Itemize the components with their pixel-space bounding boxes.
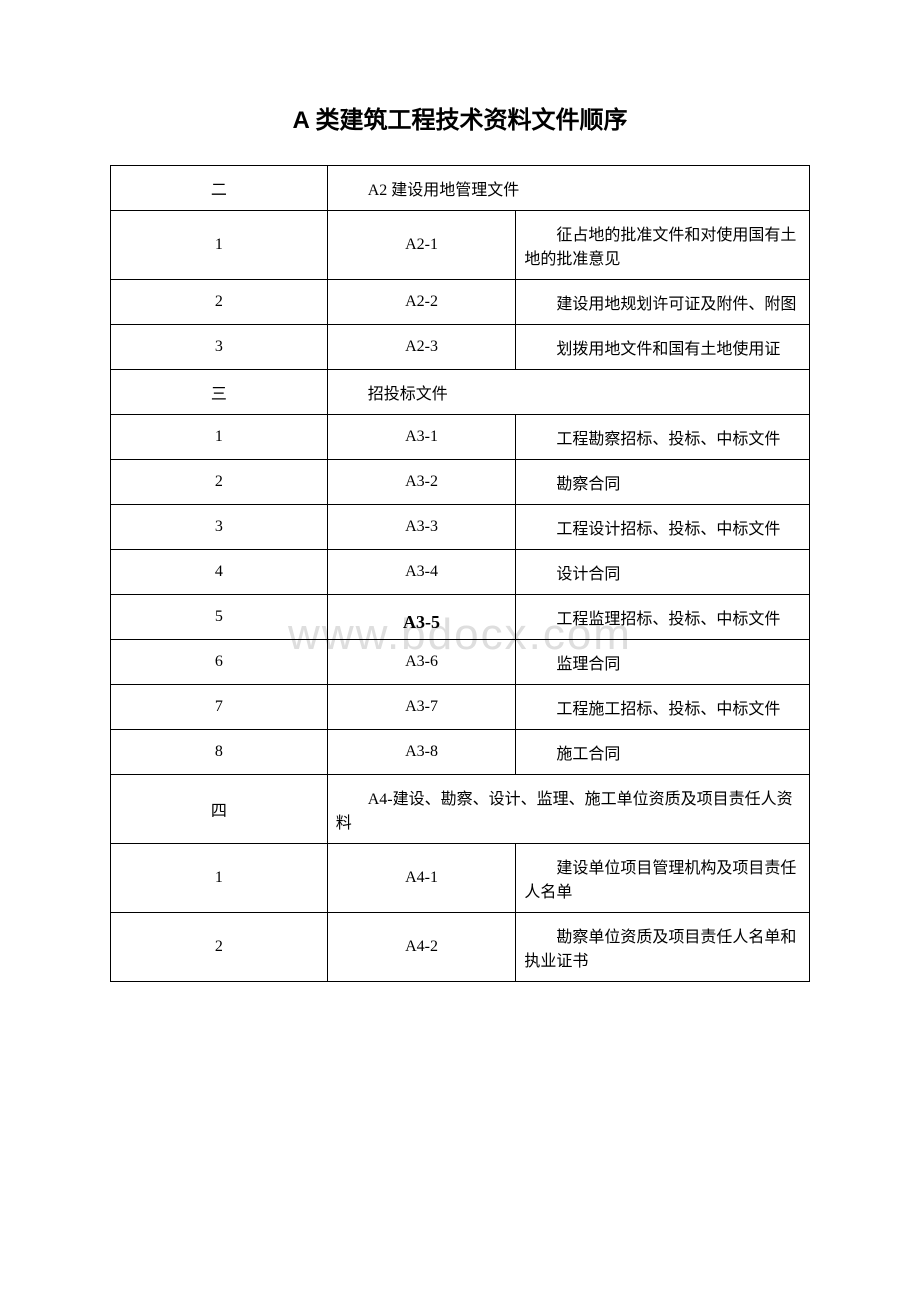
table-row: 3 A3-3 工程设计招标、投标、中标文件 [111, 505, 810, 550]
row-index: 2 [111, 460, 328, 505]
section-title: A2 建设用地管理文件 [327, 166, 809, 211]
section-header-row: 三 招投标文件 [111, 370, 810, 415]
section-title: 招投标文件 [327, 370, 809, 415]
section-header-row: 二 A2 建设用地管理文件 [111, 166, 810, 211]
page-title: A 类建筑工程技术资料文件顺序 [110, 100, 810, 135]
row-index: 6 [111, 640, 328, 685]
row-code: A2-1 [327, 211, 516, 280]
row-code: A3-4 [327, 550, 516, 595]
row-code: A3-3 [327, 505, 516, 550]
table-row: 8 A3-8 施工合同 [111, 730, 810, 775]
row-desc: 监理合同 [516, 640, 810, 685]
row-index: 2 [111, 280, 328, 325]
row-desc: 设计合同 [516, 550, 810, 595]
row-desc: 勘察合同 [516, 460, 810, 505]
row-index: 1 [111, 844, 328, 913]
table-row: 5 A3-5 工程监理招标、投标、中标文件 [111, 595, 810, 640]
row-desc: 施工合同 [516, 730, 810, 775]
section-title: A4-建设、勘察、设计、监理、施工单位资质及项目责任人资料 [327, 775, 809, 844]
row-desc: 工程监理招标、投标、中标文件 [516, 595, 810, 640]
row-code: A4-2 [327, 913, 516, 982]
row-code: A4-1 [327, 844, 516, 913]
section-header-row: 四 A4-建设、勘察、设计、监理、施工单位资质及项目责任人资料 [111, 775, 810, 844]
row-desc: 划拨用地文件和国有土地使用证 [516, 325, 810, 370]
row-index: 5 [111, 595, 328, 640]
table-row: 2 A3-2 勘察合同 [111, 460, 810, 505]
row-desc: 建设用地规划许可证及附件、附图 [516, 280, 810, 325]
row-desc: 勘察单位资质及项目责任人名单和执业证书 [516, 913, 810, 982]
document-order-table: 二 A2 建设用地管理文件 1 A2-1 征占地的批准文件和对使用国有土地的批准… [110, 165, 810, 982]
row-code: A2-2 [327, 280, 516, 325]
row-index: 4 [111, 550, 328, 595]
row-desc: 工程施工招标、投标、中标文件 [516, 685, 810, 730]
table-row: 3 A2-3 划拨用地文件和国有土地使用证 [111, 325, 810, 370]
row-code: A3-1 [327, 415, 516, 460]
row-desc: 建设单位项目管理机构及项目责任人名单 [516, 844, 810, 913]
row-index: 8 [111, 730, 328, 775]
section-number: 二 [111, 166, 328, 211]
row-index: 3 [111, 325, 328, 370]
table-row: 1 A3-1 工程勘察招标、投标、中标文件 [111, 415, 810, 460]
row-index: 1 [111, 415, 328, 460]
row-desc: 征占地的批准文件和对使用国有土地的批准意见 [516, 211, 810, 280]
table-row: 4 A3-4 设计合同 [111, 550, 810, 595]
table-row: 1 A2-1 征占地的批准文件和对使用国有土地的批准意见 [111, 211, 810, 280]
row-code: A3-6 [327, 640, 516, 685]
row-index: 7 [111, 685, 328, 730]
row-desc: 工程勘察招标、投标、中标文件 [516, 415, 810, 460]
section-number: 三 [111, 370, 328, 415]
table-row: 7 A3-7 工程施工招标、投标、中标文件 [111, 685, 810, 730]
table-row: 2 A2-2 建设用地规划许可证及附件、附图 [111, 280, 810, 325]
row-code: A3-7 [327, 685, 516, 730]
row-code: A3-5 [327, 595, 516, 640]
table-row: 1 A4-1 建设单位项目管理机构及项目责任人名单 [111, 844, 810, 913]
row-index: 2 [111, 913, 328, 982]
table-row: 2 A4-2 勘察单位资质及项目责任人名单和执业证书 [111, 913, 810, 982]
row-desc: 工程设计招标、投标、中标文件 [516, 505, 810, 550]
row-index: 1 [111, 211, 328, 280]
section-number: 四 [111, 775, 328, 844]
row-code: A2-3 [327, 325, 516, 370]
row-code: A3-8 [327, 730, 516, 775]
row-index: 3 [111, 505, 328, 550]
row-code: A3-2 [327, 460, 516, 505]
table-row: 6 A3-6 监理合同 [111, 640, 810, 685]
